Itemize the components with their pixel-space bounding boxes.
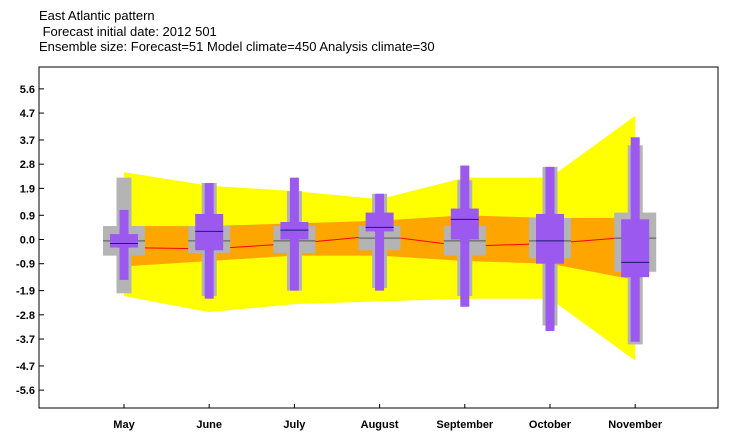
- y-tick-label: 3.7: [20, 135, 35, 147]
- x-category-label: May: [113, 419, 135, 431]
- forecast-layer: [110, 137, 650, 342]
- chart-subtitle: Forecast initial date: 2012 501: [39, 23, 217, 39]
- y-tick-label: 4.7: [20, 108, 35, 120]
- plot-frame: [38, 66, 719, 409]
- forecast-box-july: [280, 222, 309, 240]
- x-category-label: August: [361, 419, 399, 431]
- y-tick-label: -3.7: [16, 334, 35, 346]
- y-tick-label: -0.9: [16, 259, 35, 271]
- forecast-whisker-august: [375, 193, 385, 291]
- forecast-box-june: [195, 213, 224, 251]
- ensemble-size-text: Ensemble size: Forecast=51 Model climate…: [39, 39, 435, 54]
- x-category-label: November: [608, 419, 663, 431]
- x-category-label: June: [196, 419, 222, 431]
- y-tick-label: 0.9: [20, 210, 35, 222]
- y-tick-label: 5.6: [20, 84, 35, 96]
- forecast-box-may: [110, 234, 138, 248]
- forecast-box-october: [536, 213, 564, 264]
- forecast-box-september: [450, 208, 479, 240]
- x-category-label: October: [529, 419, 572, 431]
- axes-layer: 5.6 4.7 3.7 2.8 1.9 0.9 0.0 -0.9 -1.9 -2.8 -3.7 -4.…: [16, 84, 663, 431]
- y-tick-label: 2.8: [20, 159, 35, 171]
- y-tick-label: 0.0: [20, 235, 35, 247]
- x-category-label: September: [436, 419, 494, 431]
- y-tick-label: -2.8: [16, 310, 35, 322]
- chart-header: East Atlantic pattern Forecast initial d…: [39, 8, 435, 55]
- y-tick-label: -4.7: [16, 361, 35, 373]
- y-tick-label: 1.9: [20, 183, 35, 195]
- forecast-box-november: [621, 219, 650, 278]
- y-tick-label: -5.6: [16, 385, 35, 397]
- x-category-label: July: [283, 419, 306, 431]
- chart-title: East Atlantic pattern: [39, 8, 155, 23]
- forecast-box-august: [365, 212, 394, 232]
- y-tick-label: -1.9: [16, 286, 35, 298]
